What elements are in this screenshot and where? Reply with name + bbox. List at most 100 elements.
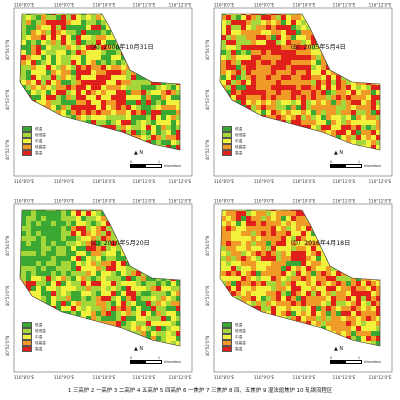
scale-graphic (130, 360, 162, 364)
scale-bar: 0 1 Kilometers (330, 356, 381, 364)
map-panel-c: 116°8'0"E 116°9'0"E 116°10'0"E 116°11'0"E 11… (2, 196, 198, 384)
scale-bar: 0 1 Kilometers (130, 160, 181, 168)
top-coord-label: 116°12'0"E (169, 199, 192, 204)
left-coord-label: 40°54'0"N (5, 236, 10, 257)
panel-title: （B）2005年5月4日 (287, 44, 346, 51)
bottom-coord-label: 116°11'0"E (133, 375, 156, 380)
map-frame: 116°8'0"E 116°9'0"E 116°10'0"E 116°11'0"E 11… (205, 3, 393, 184)
legend-label: 较高温 (235, 144, 246, 149)
north-arrow: ▲ N (334, 150, 344, 156)
left-coord-label: 40°52'0"N (5, 140, 10, 161)
legend-label: 低温 (235, 126, 243, 131)
legend-swatch (222, 345, 232, 353)
map-frame: 116°8'0"E 116°9'0"E 116°10'0"E 116°11'0"E 11… (5, 3, 193, 184)
panel-title: （C）2010年5月20日 (87, 240, 150, 247)
legend-label: 较高温 (35, 340, 46, 345)
legend-label: 中温 (35, 138, 43, 143)
legend-label: 较高温 (35, 144, 46, 149)
legend-label: 低温 (235, 322, 243, 327)
bottom-coord-label: 116°11'0"E (333, 179, 356, 184)
bottom-coord-label: 116°8'0"E (14, 179, 35, 184)
bottom-coord-label: 116°10'0"E (293, 375, 316, 380)
scale-unit: Kilometers (364, 164, 382, 168)
left-coord-label: 40°52'0"N (205, 140, 210, 161)
map-panel-b: 116°8'0"E 116°9'0"E 116°10'0"E 116°11'0"E 11… (202, 0, 398, 188)
legend-label: 较低温 (235, 132, 246, 137)
top-coord-label: 116°11'0"E (133, 3, 156, 8)
panel-title: （A）2000年10月31日 (87, 44, 154, 51)
left-coord-label: 40°53'0"N (5, 286, 10, 307)
left-coord-label: 40°54'0"N (205, 236, 210, 257)
footer-legend: 1 三高炉 2 一高炉 3 二高炉 4 五高炉 5 四高炉 6 一焦炉 7 三焦… (67, 388, 333, 394)
legend-label: 低温 (35, 126, 43, 131)
left-coord-label: 40°53'0"N (205, 90, 210, 111)
top-coord-label: 116°10'0"E (93, 3, 116, 8)
top-coord-label: 116°11'0"E (133, 199, 156, 204)
top-coord-label: 116°11'0"E (333, 199, 356, 204)
scale-unit: Kilometers (164, 164, 182, 168)
top-coord-label: 116°8'0"E (214, 199, 235, 204)
left-coord-label: 40°53'0"N (5, 90, 10, 111)
bottom-coord-label: 116°8'0"E (214, 179, 235, 184)
map-panel-a: 116°8'0"E 116°9'0"E 116°10'0"E 116°11'0"E 11… (2, 0, 198, 188)
legend-label: 高温 (35, 346, 43, 351)
top-coord-label: 116°10'0"E (293, 199, 316, 204)
map-panel-d: 116°8'0"E 116°9'0"E 116°10'0"E 116°11'0"E 11… (202, 196, 398, 384)
map-legend: 低温 较低温 中温 较高温 高温 (22, 125, 46, 157)
panel-title: （D）2016年4月18日 (287, 240, 351, 247)
site-boundary (219, 209, 381, 347)
bottom-coord-label: 116°11'0"E (133, 179, 156, 184)
legend-label: 中温 (35, 334, 43, 339)
bottom-coord-label: 116°10'0"E (93, 375, 116, 380)
map-border (13, 203, 193, 373)
scale-tick-start: 0 (330, 160, 333, 164)
top-coord-label: 116°8'0"E (214, 3, 235, 8)
legend-item: 高温 (22, 345, 46, 353)
legend-swatch (22, 149, 32, 157)
bottom-coord-label: 116°10'0"E (93, 179, 116, 184)
top-coord-label: 116°11'0"E (333, 3, 356, 8)
map-frame: 116°8'0"E 116°9'0"E 116°10'0"E 116°11'0"E 11… (205, 199, 393, 380)
legend-label: 高温 (235, 346, 243, 351)
bottom-coord-label: 116°12'0"E (369, 375, 392, 380)
scale-tick-end: 1 (157, 356, 160, 360)
legend-item: 高温 (222, 345, 246, 353)
left-coord-label: 40°53'0"N (205, 286, 210, 307)
left-coord-label: 40°54'0"N (205, 40, 210, 61)
map-border (13, 7, 193, 177)
legend-label: 较低温 (235, 328, 246, 333)
scale-bar: 0 1 Kilometers (130, 356, 181, 364)
scale-graphic (330, 360, 362, 364)
top-coord-label: 116°10'0"E (93, 199, 116, 204)
north-arrow: ▲ N (334, 346, 344, 352)
top-coord-label: 116°9'0"E (54, 3, 75, 8)
site-boundary (219, 13, 381, 151)
scale-tick-end: 1 (157, 160, 160, 164)
legend-label: 高温 (235, 150, 243, 155)
left-coord-label: 40°52'0"N (205, 336, 210, 357)
legend-label: 中温 (235, 138, 243, 143)
legend-label: 中温 (235, 334, 243, 339)
legend-label: 低温 (35, 322, 43, 327)
legend-label: 较低温 (35, 132, 46, 137)
top-coord-label: 116°9'0"E (54, 199, 75, 204)
legend-item: 高温 (22, 149, 46, 157)
map-border (213, 203, 393, 373)
left-coord-label: 40°54'0"N (5, 40, 10, 61)
legend-label: 较高温 (235, 340, 246, 345)
map-border (213, 7, 393, 177)
scale-graphic (330, 164, 362, 168)
scale-tick-start: 0 (330, 356, 333, 360)
left-coord-label: 40°52'0"N (5, 336, 10, 357)
legend-swatch (22, 345, 32, 353)
site-boundary (19, 209, 181, 347)
bottom-coord-label: 116°9'0"E (54, 179, 75, 184)
top-coord-label: 116°8'0"E (14, 3, 35, 8)
map-legend: 低温 较低温 中温 较高温 高温 (22, 321, 46, 353)
north-arrow: ▲ N (134, 346, 144, 352)
scale-tick-end: 1 (357, 160, 360, 164)
scale-bar: 0 1 Kilometers (330, 160, 381, 168)
legend-label: 较低温 (35, 328, 46, 333)
bottom-coord-label: 116°12'0"E (369, 179, 392, 184)
top-coord-label: 116°9'0"E (254, 3, 275, 8)
